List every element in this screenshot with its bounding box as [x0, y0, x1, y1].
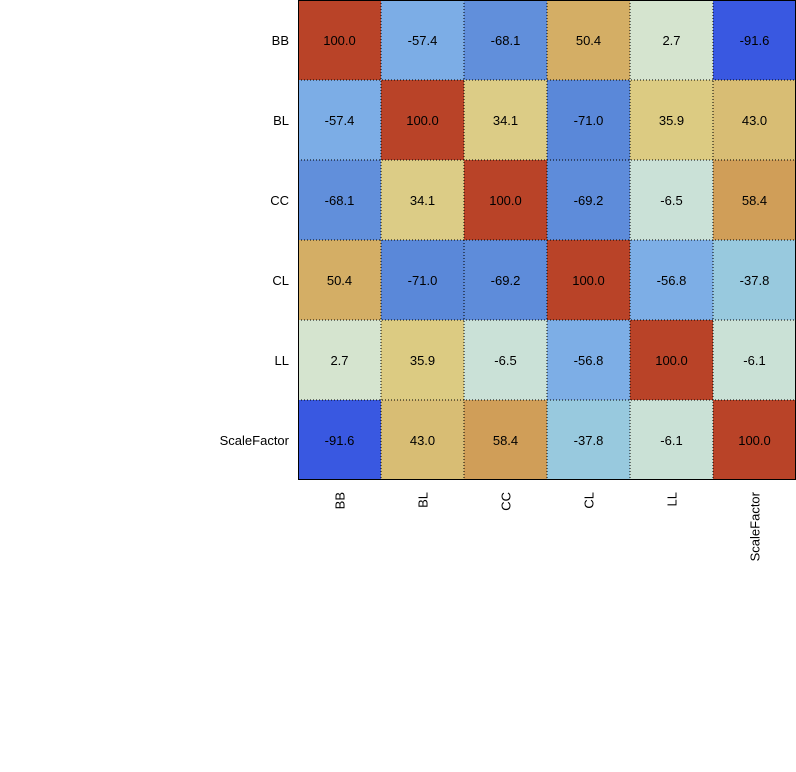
cell-value-label: -6.1	[743, 353, 765, 368]
cell-value-label: 100.0	[406, 113, 439, 128]
y-tick-label-CC: CC	[270, 193, 289, 208]
y-tick-label-BL: BL	[273, 113, 289, 128]
heatmap-cell-CL-CL	[547, 240, 630, 320]
cell-value-label: -68.1	[325, 193, 355, 208]
heatmap-cell-CC-BB	[298, 160, 381, 240]
x-tick-label-ScaleFactor: ScaleFactor	[748, 491, 763, 561]
cell-value-label: -6.1	[660, 433, 682, 448]
heatmap-cell-BL-CC	[464, 80, 547, 160]
heatmap-cell-BL-BB	[298, 80, 381, 160]
heatmap-cell-ScaleFactor-LL	[630, 400, 713, 480]
y-axis-tick-labels: BB BL CC CL LL ScaleFactor	[220, 33, 290, 448]
heatmap-gridlines	[298, 0, 796, 480]
heatmap-cell-CL-ScaleFactor	[713, 240, 796, 320]
heatmap-cell-CL-LL	[630, 240, 713, 320]
cell-value-label: 34.1	[410, 193, 435, 208]
cell-value-label: -69.2	[491, 273, 521, 288]
heatmap-cell-ScaleFactor-CL	[547, 400, 630, 480]
heatmap-cell-BB-ScaleFactor	[713, 0, 796, 80]
heatmap-cell-CC-ScaleFactor	[713, 160, 796, 240]
cell-value-label: -6.5	[660, 193, 682, 208]
cell-value-label: 100.0	[489, 193, 522, 208]
cell-value-label: 35.9	[659, 113, 684, 128]
heatmap-cell-ScaleFactor-BB	[298, 400, 381, 480]
y-tick-label-CL: CL	[272, 273, 289, 288]
heatmap-cell-LL-CL	[547, 320, 630, 400]
y-tick-label-ScaleFactor: ScaleFactor	[220, 433, 290, 448]
heatmap-cell-CC-LL	[630, 160, 713, 240]
cell-value-label: -71.0	[408, 273, 438, 288]
x-tick-label-BL: BL	[416, 492, 431, 508]
cell-value-label: 100.0	[323, 33, 356, 48]
heatmap-cell-CC-CL	[547, 160, 630, 240]
cell-value-label: 100.0	[738, 433, 771, 448]
cell-value-label: -91.6	[740, 33, 770, 48]
y-tick-label-BB: BB	[272, 33, 289, 48]
heatmap-cell-CC-BL	[381, 160, 464, 240]
cell-value-label: -56.8	[657, 273, 687, 288]
heatmap-cell-LL-BL	[381, 320, 464, 400]
heatmap-cell-BL-LL	[630, 80, 713, 160]
cell-value-label: -69.2	[574, 193, 604, 208]
x-tick-label-LL: LL	[665, 492, 680, 506]
cell-value-label: -56.8	[574, 353, 604, 368]
cell-value-label: 100.0	[655, 353, 688, 368]
heatmap-cells: 100.0 -57.4 -68.1 50.4 2.7 -91.6 -57.4 100.0 34.…	[298, 0, 796, 480]
heatmap-cell-ScaleFactor-CC	[464, 400, 547, 480]
heatmap-cell-BB-CL	[547, 0, 630, 80]
cell-value-label: -37.8	[574, 433, 604, 448]
cell-value-label: -71.0	[574, 113, 604, 128]
cell-value-label: 2.7	[330, 353, 348, 368]
heatmap-cell-CL-CC	[464, 240, 547, 320]
heatmap-cell-BB-LL	[630, 0, 713, 80]
heatmap-cell-LL-BB	[298, 320, 381, 400]
cell-value-label: -6.5	[494, 353, 516, 368]
heatmap-cell-CL-BL	[381, 240, 464, 320]
heatmap-cell-BL-ScaleFactor	[713, 80, 796, 160]
heatmap-cell-BB-BL	[381, 0, 464, 80]
x-tick-label-CL: CL	[582, 492, 597, 509]
x-tick-label-CC: CC	[499, 492, 514, 511]
cell-value-label: 43.0	[410, 433, 435, 448]
cell-value-label: -57.4	[408, 33, 438, 48]
heatmap-cell-LL-ScaleFactor	[713, 320, 796, 400]
heatmap-cell-BB-BB	[298, 0, 381, 80]
heatmap-cell-BL-BL	[381, 80, 464, 160]
heatmap-cell-ScaleFactor-BL	[381, 400, 464, 480]
cell-value-label: 50.4	[576, 33, 601, 48]
cell-value-label: 2.7	[662, 33, 680, 48]
cell-value-label: -57.4	[325, 113, 355, 128]
x-axis-tick-labels: BB BL CC CL LL ScaleFactor	[333, 491, 763, 561]
heatmap-cell-BL-CL	[547, 80, 630, 160]
cell-value-label: 34.1	[493, 113, 518, 128]
cell-value-label: -37.8	[740, 273, 770, 288]
y-tick-label-LL: LL	[275, 353, 289, 368]
heatmap-cell-CL-BB	[298, 240, 381, 320]
cell-value-label: 35.9	[410, 353, 435, 368]
cell-value-label: -68.1	[491, 33, 521, 48]
cell-value-label: -91.6	[325, 433, 355, 448]
heatmap-cell-CC-CC	[464, 160, 547, 240]
cell-value-label: 58.4	[493, 433, 518, 448]
cell-value-label: 50.4	[327, 273, 352, 288]
cell-value-label: 43.0	[742, 113, 767, 128]
heatmap-cell-BB-CC	[464, 0, 547, 80]
heatmap-cell-LL-CC	[464, 320, 547, 400]
heatmap-cell-LL-LL	[630, 320, 713, 400]
cell-value-label: 58.4	[742, 193, 767, 208]
heatmap-cell-ScaleFactor-ScaleFactor	[713, 400, 796, 480]
x-tick-label-BB: BB	[333, 492, 348, 509]
cell-value-label: 100.0	[572, 273, 605, 288]
